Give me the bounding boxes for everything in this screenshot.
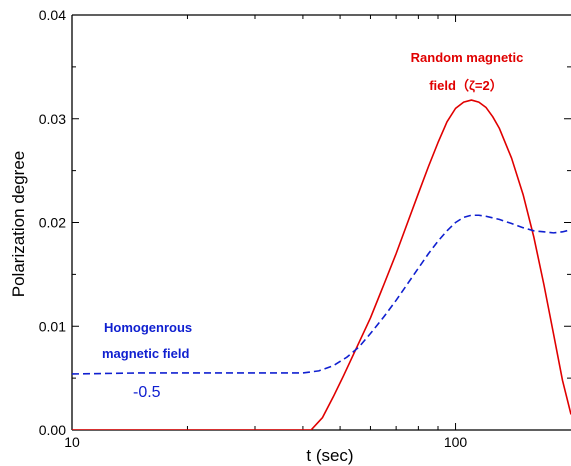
y-tick-label-4: 0.04: [39, 7, 66, 23]
random-field-curve: [72, 99, 571, 430]
random-field-label-line2: field（ζ=2）: [429, 78, 503, 93]
x-axis-title: t (sec): [306, 446, 353, 465]
ticks: 0.00 0.01 0.02 0.03 0.04 10 100: [39, 7, 571, 450]
series-group: [72, 99, 571, 430]
y-axis-title: Polarization degree: [9, 151, 28, 297]
homogenous-field-curve: [72, 214, 571, 375]
homogenous-field-label-line1: Homogenrous: [104, 320, 192, 335]
y-tick-label-2: 0.02: [39, 215, 66, 231]
y-tick-label-0: 0.00: [39, 422, 66, 438]
homogenous-value-label: -0.5: [133, 384, 161, 401]
homogenous-field-label-line2: magnetic field: [102, 346, 189, 361]
x-tick-label-0: 10: [64, 434, 80, 450]
y-tick-label-1: 0.01: [39, 318, 66, 334]
random-field-label-line1: Random magnetic: [411, 50, 524, 65]
x-tick-label-1: 100: [444, 434, 468, 450]
y-tick-label-3: 0.03: [39, 111, 66, 127]
